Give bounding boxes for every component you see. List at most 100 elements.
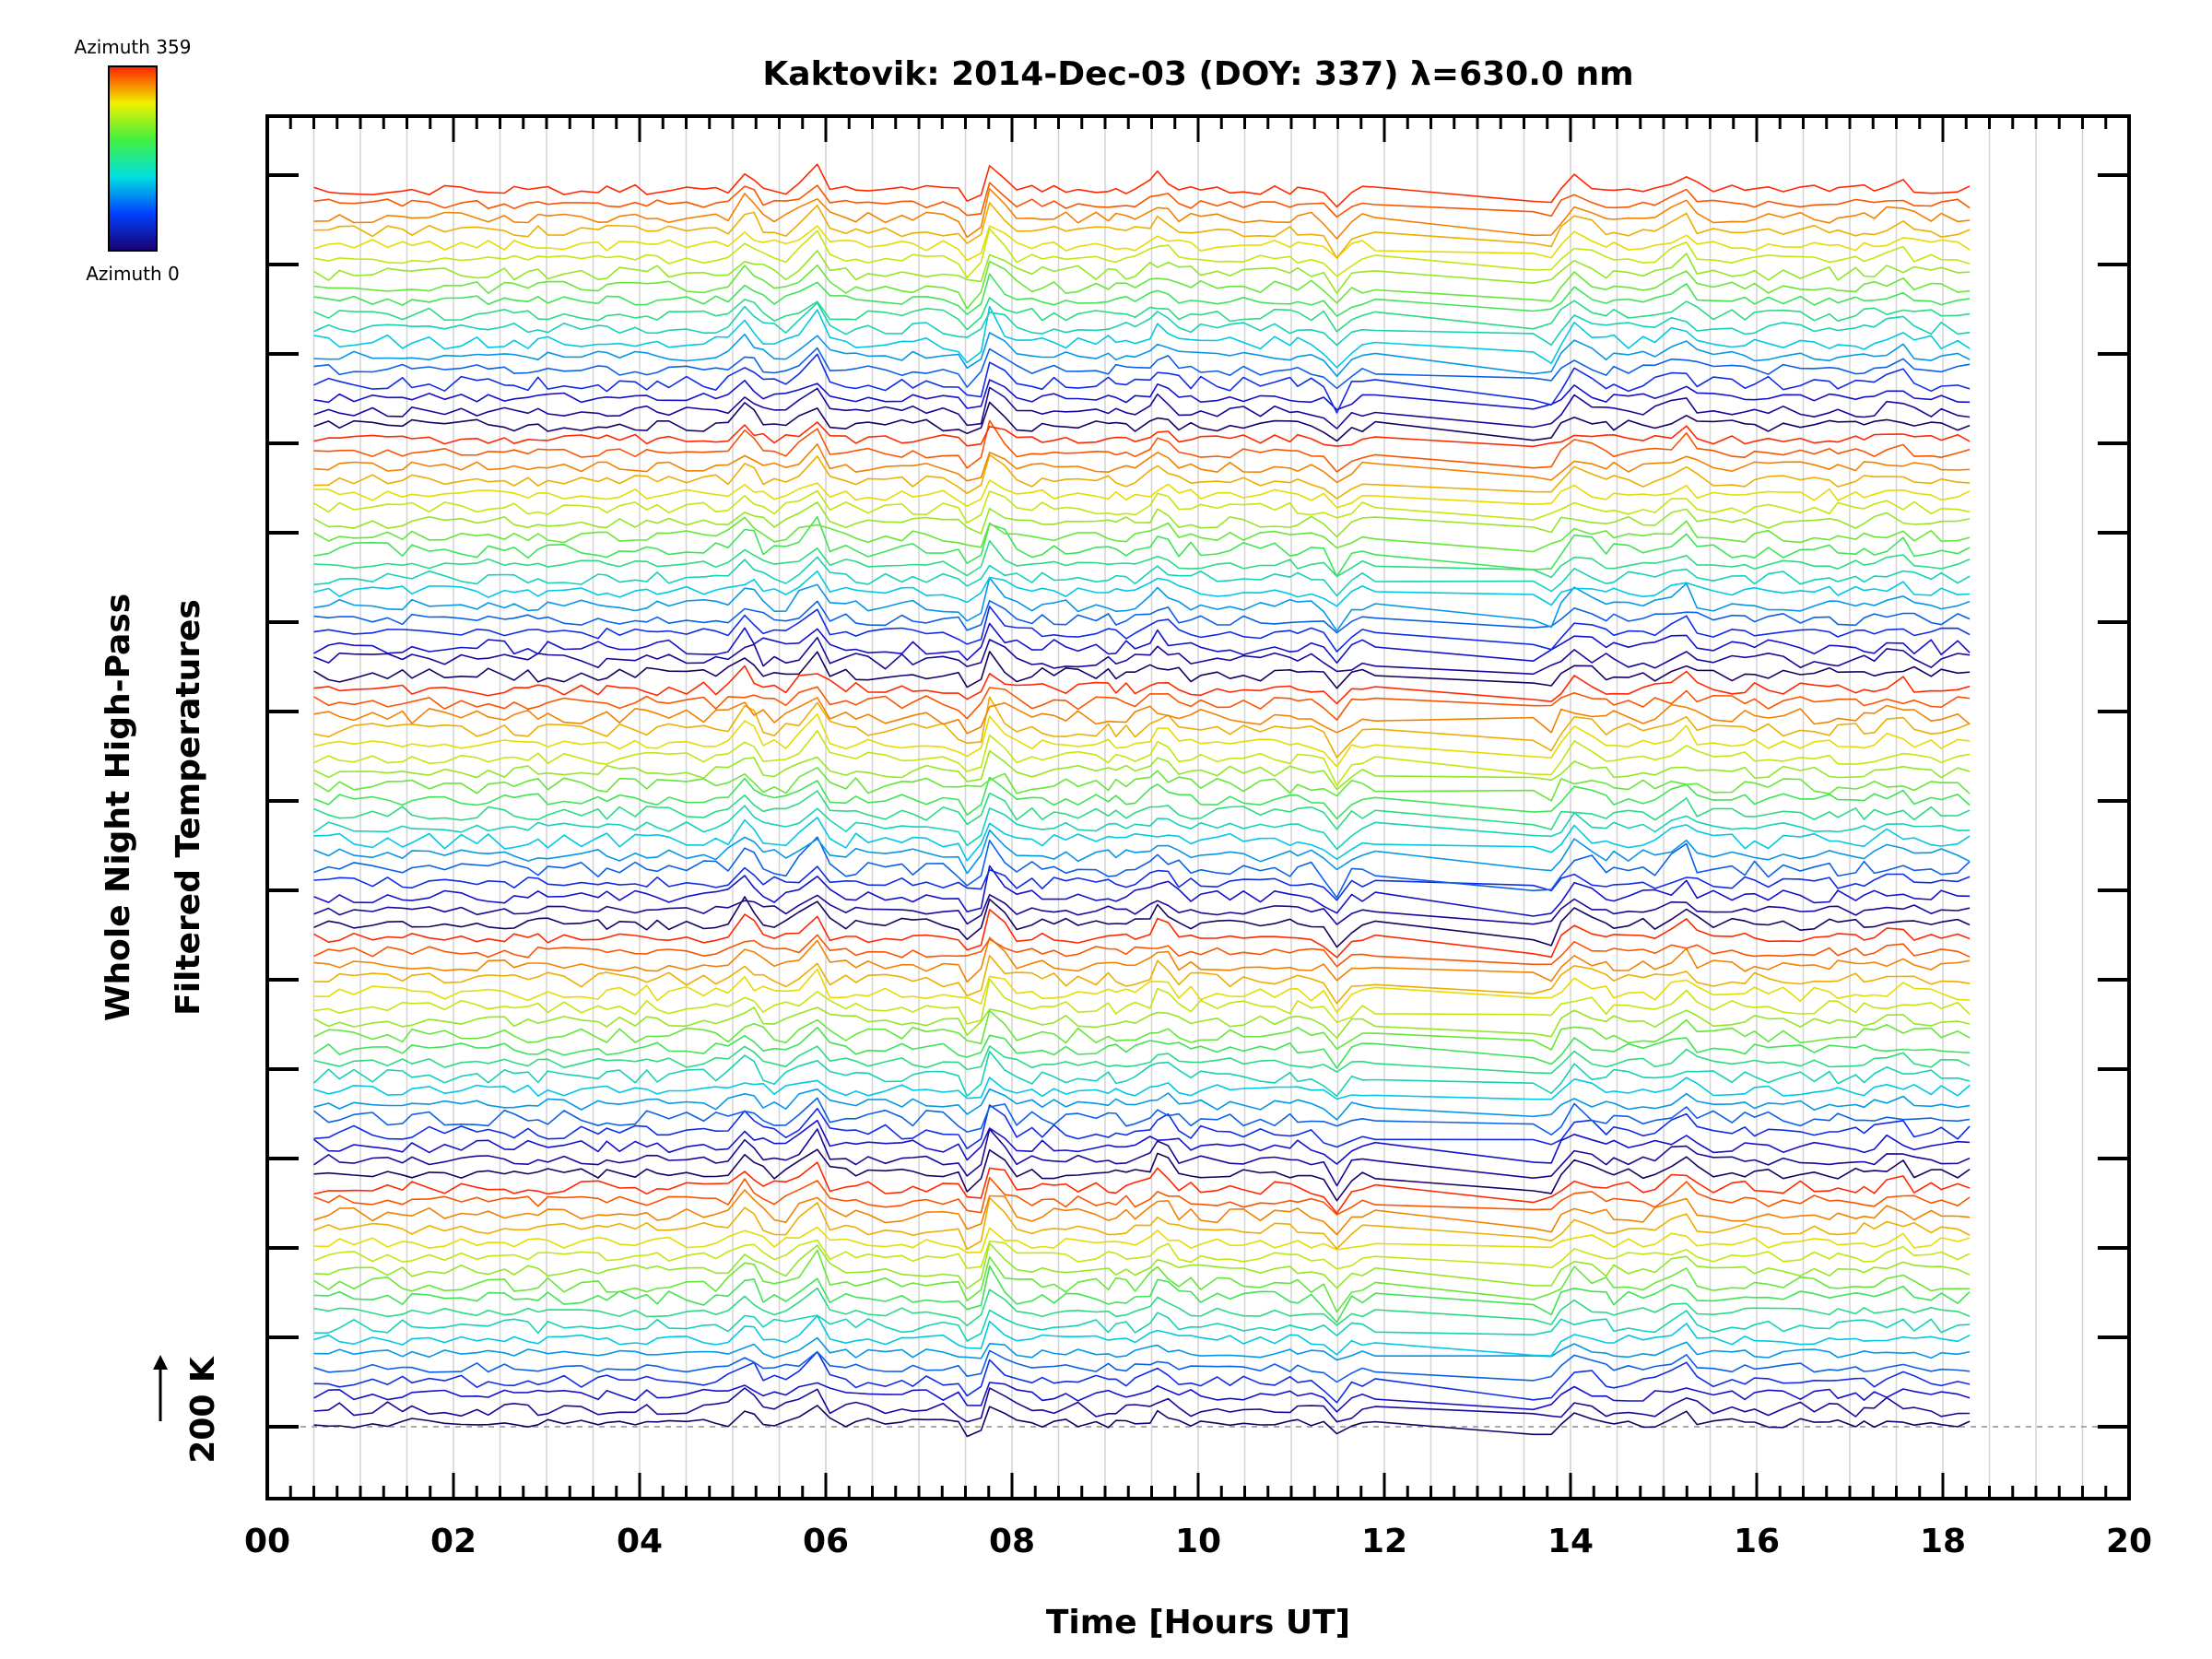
temperature-trace	[313, 936, 1971, 983]
temperature-trace	[313, 865, 1971, 917]
temperature-trace	[313, 1249, 1971, 1313]
temperature-trace	[313, 1176, 1971, 1216]
temperature-trace	[313, 968, 1971, 1014]
temperature-trace	[313, 570, 1971, 607]
temperature-trace	[313, 829, 1971, 875]
traces	[312, 163, 1971, 1438]
vertical-gridlines	[312, 116, 2084, 1499]
temperature-trace	[313, 1349, 1971, 1383]
temperature-trace	[313, 651, 1971, 689]
temperature-trace	[313, 776, 1971, 820]
temperature-trace	[313, 1026, 1971, 1069]
temperature-trace	[313, 1382, 1971, 1413]
x-tick-label: 16	[1734, 1523, 1780, 1560]
temperature-trace	[313, 1104, 1971, 1149]
temperature-trace	[313, 442, 1971, 484]
temperature-trace	[313, 817, 1971, 862]
temperature-trace	[313, 934, 1971, 968]
temperature-trace	[313, 1350, 1971, 1404]
temperature-trace	[313, 182, 1971, 218]
x-tick-label: 18	[1920, 1523, 1966, 1560]
colorbar: Azimuth 359 Azimuth 0	[75, 36, 192, 285]
temperature-trace	[313, 516, 1971, 553]
temperature-trace	[313, 515, 1971, 578]
temperature-trace	[313, 479, 1971, 509]
temperature-trace	[313, 805, 1971, 851]
temperature-trace	[313, 386, 1971, 429]
temperature-trace	[313, 250, 1971, 295]
x-tick-label: 20	[2106, 1523, 2152, 1560]
temperature-trace	[313, 1077, 1971, 1100]
temperature-trace	[313, 697, 1971, 735]
temperature-trace	[313, 347, 1971, 390]
temperature-trace	[313, 401, 1971, 442]
x-tick-label: 14	[1547, 1523, 1594, 1560]
temperature-trace	[313, 353, 1971, 414]
temperature-trace	[313, 766, 1971, 802]
temperature-trace	[313, 188, 1971, 240]
temperature-trace	[313, 305, 1971, 369]
temperature-trace	[313, 297, 1971, 333]
chart-title: Kaktovik: 2014-Dec-03 (DOY: 337) λ=630.0…	[762, 55, 1633, 93]
x-tick-label: 10	[1175, 1523, 1221, 1560]
temperature-trace	[313, 686, 1971, 721]
temperature-trace	[313, 501, 1971, 538]
temperature-trace	[313, 1119, 1971, 1165]
colorbar-gradient	[108, 65, 158, 252]
temperature-trace	[313, 1009, 1971, 1051]
temperature-trace	[313, 1226, 1971, 1253]
scale-marker: 200 K	[153, 1355, 222, 1464]
temperature-trace	[313, 1189, 1971, 1236]
temperature-trace	[313, 729, 1971, 787]
x-tick-labels: 00 02 04 06 08 10 12 14 16 18 20	[244, 1523, 2152, 1560]
temperature-trace	[312, 1050, 1971, 1097]
temperature-trace	[313, 893, 1971, 925]
temperature-trace	[313, 556, 1971, 597]
temperature-trace	[313, 1148, 1971, 1202]
x-tick-label: 06	[803, 1523, 849, 1560]
temperature-trace	[313, 749, 1971, 791]
temperature-trace	[313, 665, 1971, 705]
temperature-trace	[313, 1387, 1971, 1423]
temperature-trace	[313, 453, 1971, 500]
temperature-trace	[313, 1045, 1971, 1075]
temperature-trace	[313, 865, 1971, 901]
x-tick-label: 04	[617, 1523, 663, 1560]
temperature-trace	[313, 1287, 1971, 1326]
temperature-trace	[313, 599, 1971, 634]
temperature-trace	[313, 978, 1971, 1025]
temperature-trace	[313, 1088, 1971, 1121]
temperature-trace	[313, 421, 1971, 448]
temperature-trace	[313, 332, 1971, 378]
temperature-trace	[313, 1161, 1971, 1215]
temperature-trace	[313, 622, 1971, 665]
temperature-trace	[313, 790, 1971, 830]
temperature-trace	[313, 636, 1971, 676]
temperature-trace	[313, 1405, 1971, 1438]
temperature-trace	[313, 896, 1971, 948]
temperature-trace	[313, 1242, 1971, 1289]
x-tick-label: 00	[244, 1523, 290, 1560]
temperature-trace	[313, 1314, 1971, 1357]
x-tick-label: 12	[1361, 1523, 1407, 1560]
temperature-trace	[313, 273, 1971, 317]
temperature-trace	[313, 606, 1971, 653]
temperature-trace	[313, 1336, 1971, 1361]
y-axis-label-line2: Filtered Temperatures	[170, 599, 207, 1016]
temperature-trace	[313, 712, 1971, 768]
x-tick-label: 08	[989, 1523, 1035, 1560]
temperature-trace	[313, 1006, 1971, 1039]
temperature-trace	[313, 260, 1971, 310]
temperature-trace	[313, 379, 1971, 411]
x-axis-label: Time [Hours UT]	[1046, 1604, 1350, 1641]
temperature-trace	[313, 163, 1971, 208]
temperature-trace	[313, 1265, 1971, 1324]
colorbar-top-label: Azimuth 359	[75, 36, 192, 58]
temperature-trace	[313, 489, 1971, 524]
temperature-trace	[313, 539, 1971, 579]
temperature-trace	[313, 1309, 1971, 1342]
temperature-trace	[313, 202, 1971, 259]
axis-ticks	[265, 116, 2131, 1499]
temperature-trace	[313, 954, 1971, 1005]
